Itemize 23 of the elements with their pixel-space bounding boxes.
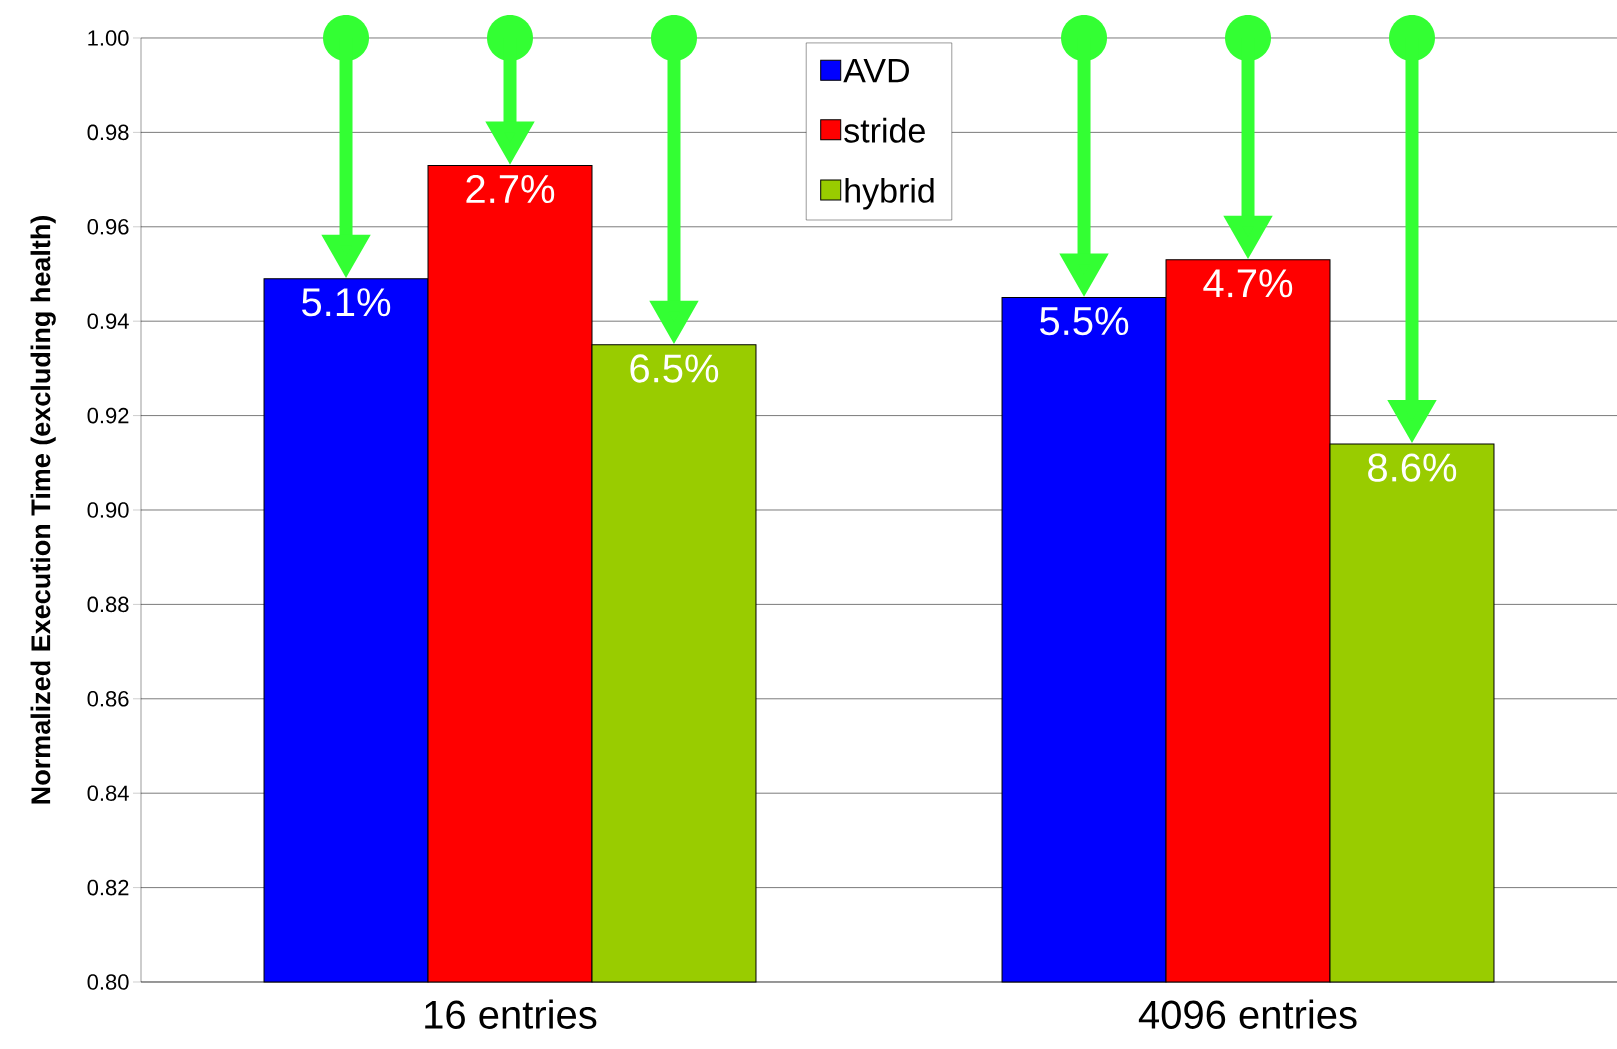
- annotation: 6.5%: [630, 354, 719, 383]
- annotation: 2.7%: [466, 174, 555, 204]
- y-tick-label: 0.86: [87, 691, 129, 707]
- annotation: 5.1%: [302, 288, 391, 317]
- legend-label: hybrid: [845, 177, 934, 210]
- annotation: 8.6%: [1368, 453, 1457, 482]
- y-tick-label: 0.96: [87, 219, 129, 235]
- y-tick-label: 0.84: [87, 785, 129, 801]
- annotation: 5.5%: [1040, 307, 1129, 336]
- x-tick-label: 4096 entries: [1138, 999, 1357, 1029]
- y-tick-label: 0.94: [87, 313, 129, 329]
- y-axis-title: Normalized Execution Time (excluding health): [30, 216, 56, 804]
- y-tick-label: 0.90: [87, 502, 129, 518]
- legend-label: stride: [844, 117, 925, 143]
- annotation: 4.7%: [1203, 269, 1293, 298]
- y-tick-label: 0.98: [87, 124, 129, 141]
- x-tick-label: 16 entries: [425, 999, 597, 1029]
- y-tick-label: 0.88: [87, 596, 129, 613]
- y-tick-label: 1.00: [88, 30, 129, 46]
- y-tick-label: 0.92: [87, 407, 129, 424]
- y-tick-label: 0.82: [87, 879, 129, 896]
- legend-label: AVD: [843, 58, 909, 83]
- y-tick-label: 0.80: [87, 974, 129, 990]
